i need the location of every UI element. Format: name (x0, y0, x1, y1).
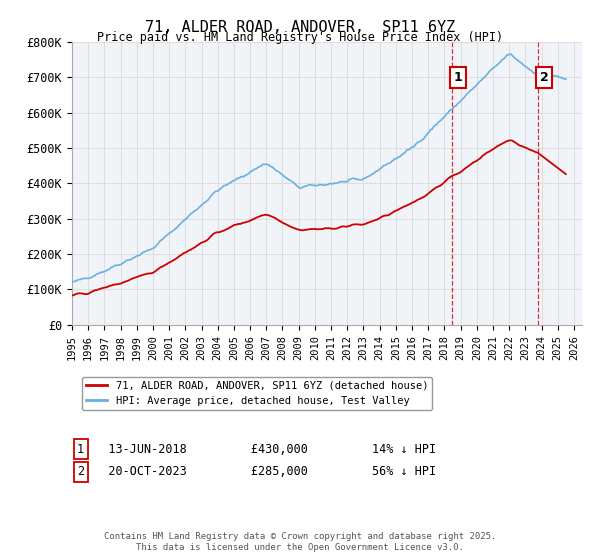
Text: 13-JUN-2018         £430,000         14% ↓ HPI: 13-JUN-2018 £430,000 14% ↓ HPI (88, 443, 436, 456)
Text: 1: 1 (453, 71, 462, 84)
Text: Price paid vs. HM Land Registry's House Price Index (HPI): Price paid vs. HM Land Registry's House … (97, 31, 503, 44)
Text: Contains HM Land Registry data © Crown copyright and database right 2025.
This d: Contains HM Land Registry data © Crown c… (104, 532, 496, 552)
Text: 2: 2 (540, 71, 548, 84)
Text: 20-OCT-2023         £285,000         56% ↓ HPI: 20-OCT-2023 £285,000 56% ↓ HPI (88, 465, 436, 478)
Text: 71, ALDER ROAD, ANDOVER,  SP11 6YZ: 71, ALDER ROAD, ANDOVER, SP11 6YZ (145, 20, 455, 35)
Text: 2: 2 (77, 465, 84, 478)
Text: 1: 1 (77, 443, 84, 456)
Legend: 71, ALDER ROAD, ANDOVER, SP11 6YZ (detached house), HPI: Average price, detached: 71, ALDER ROAD, ANDOVER, SP11 6YZ (detac… (82, 376, 433, 410)
